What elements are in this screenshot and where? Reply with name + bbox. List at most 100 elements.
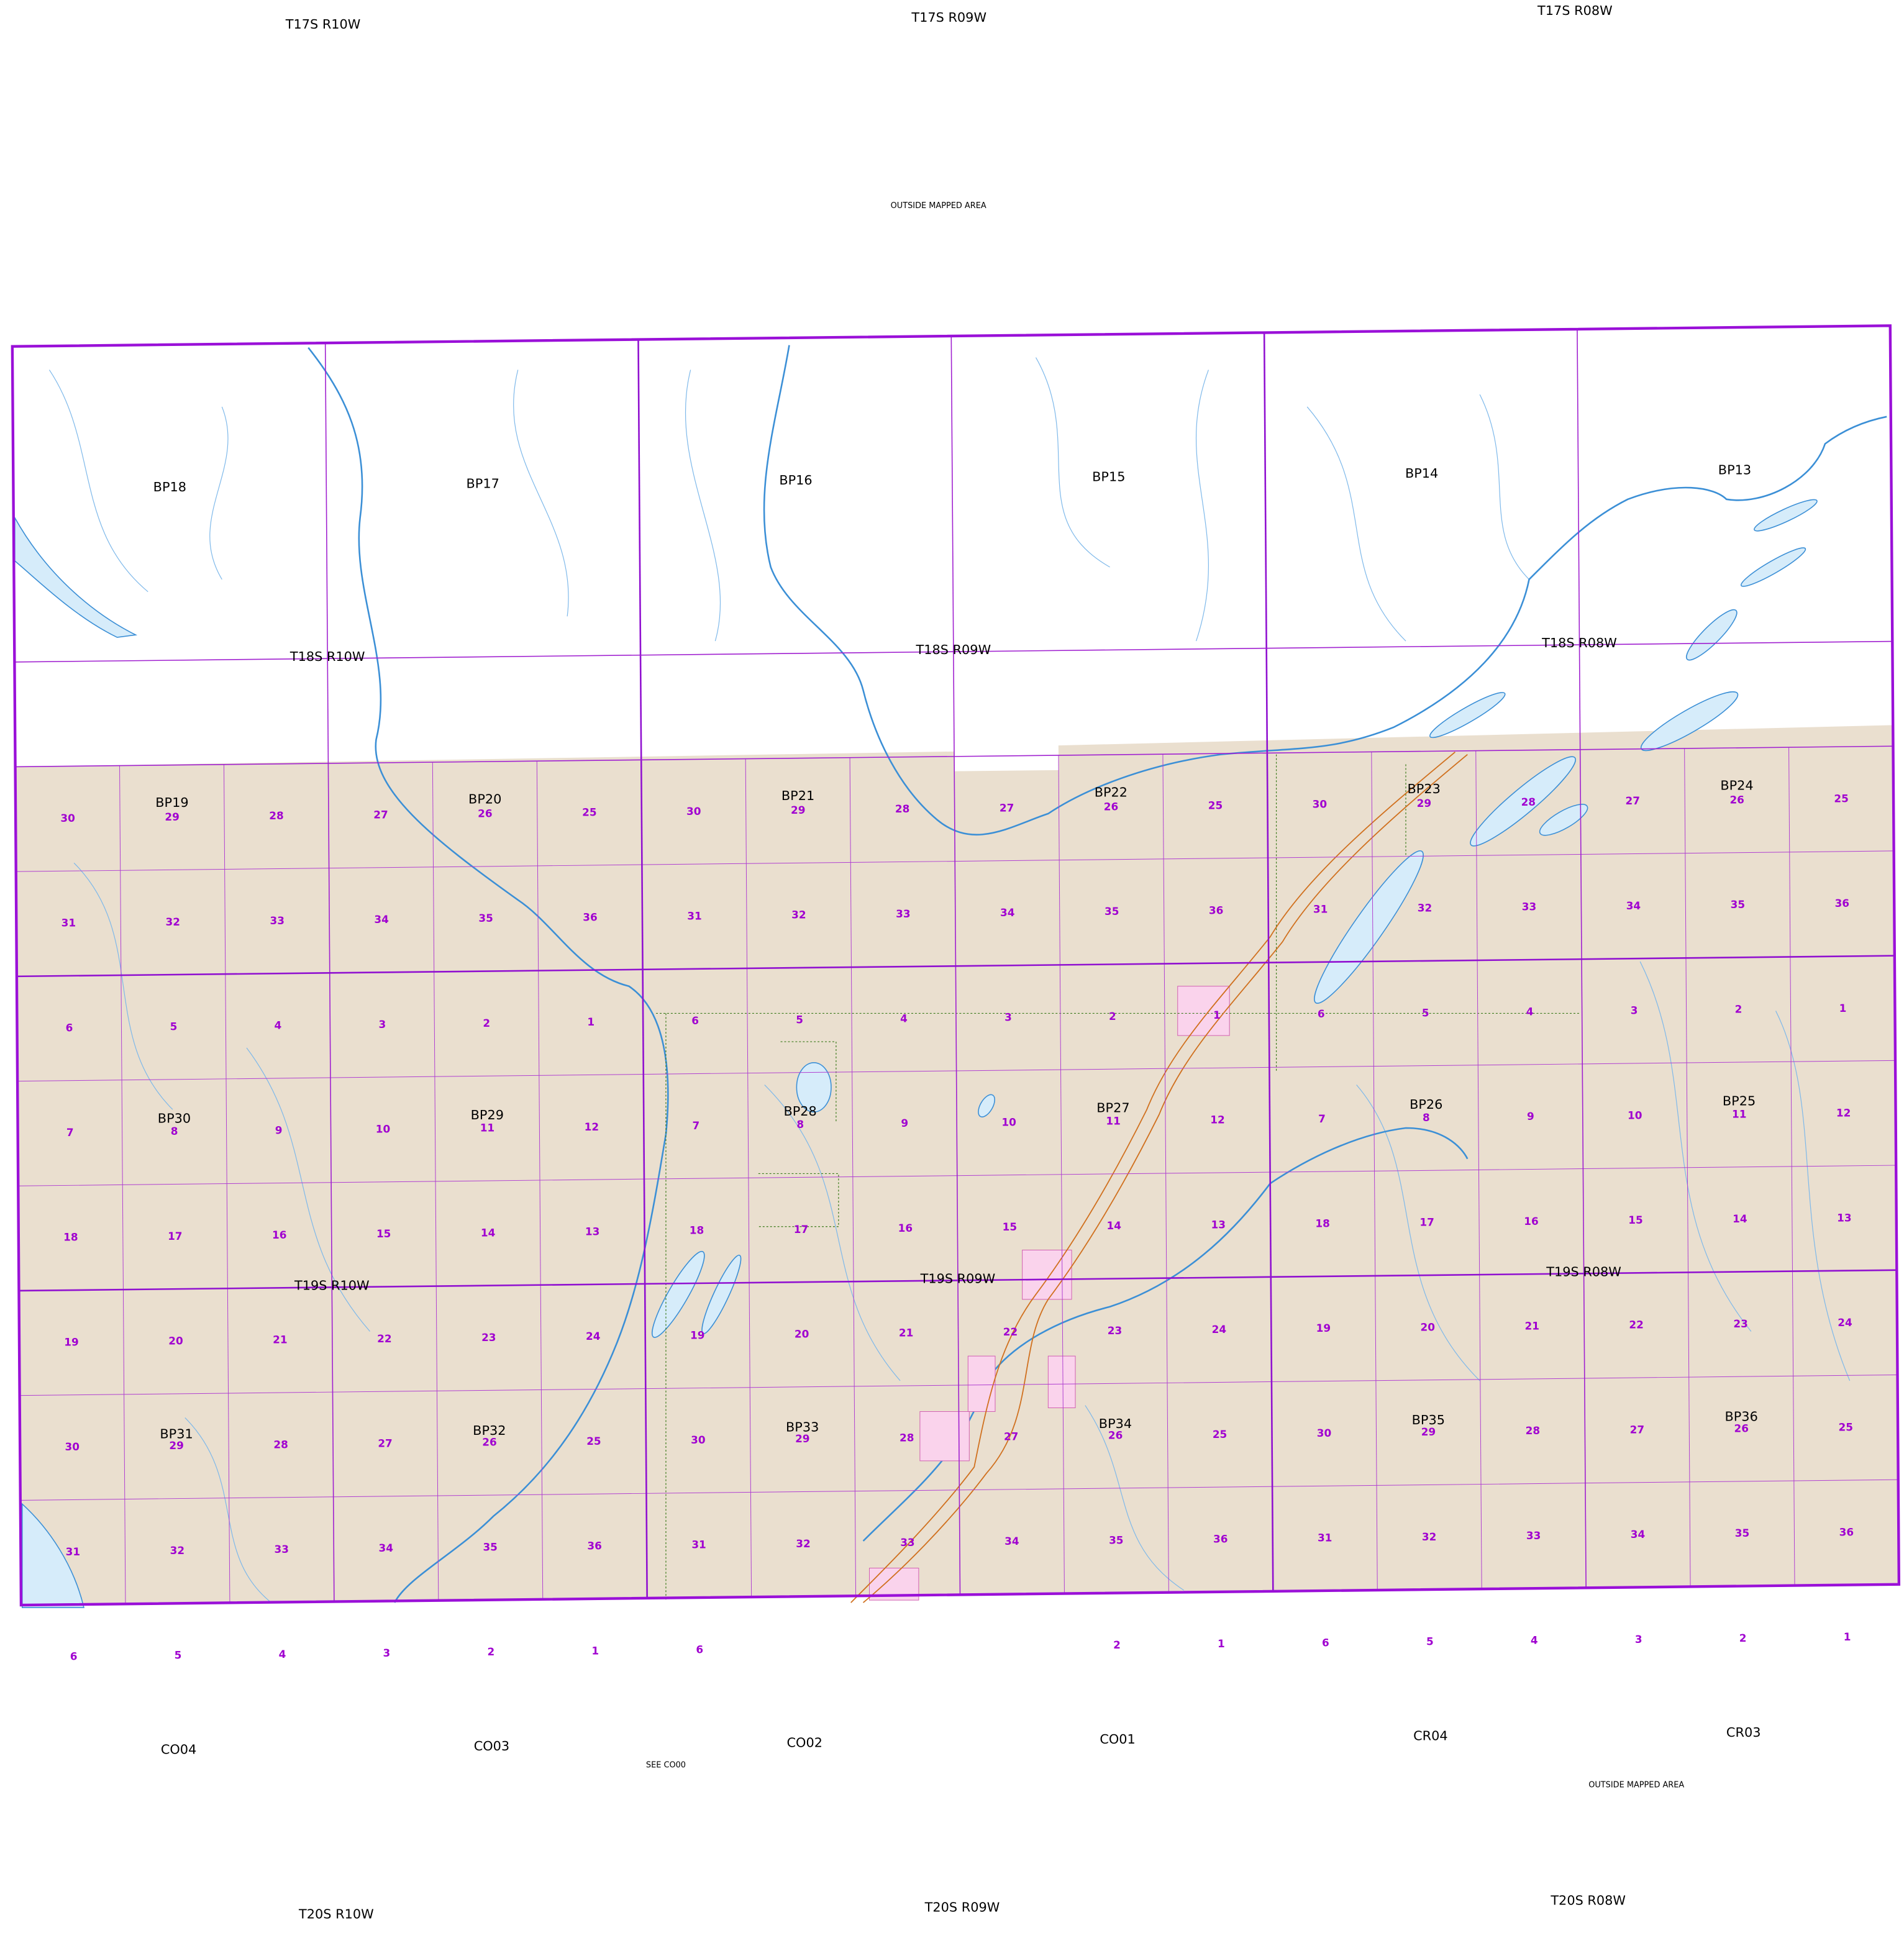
map-border: [11, 324, 1901, 1607]
section-number: 5: [796, 1013, 803, 1026]
section-number: 20: [1421, 1321, 1435, 1333]
section-number: 35: [1109, 1534, 1123, 1546]
note: SEE CO00: [646, 1761, 686, 1770]
section-number: 26: [482, 1436, 496, 1449]
sheet-label: BP18: [153, 480, 186, 494]
sheet-label: BP14: [1405, 466, 1438, 481]
section-number: 4: [275, 1019, 282, 1032]
section-number: 24: [1838, 1316, 1852, 1329]
section-number: 27: [378, 1437, 392, 1450]
section-number: 2: [487, 1645, 494, 1658]
lake: [701, 1254, 742, 1334]
section-number: 20: [795, 1327, 809, 1340]
section-number: 29: [165, 811, 179, 823]
parcel: [1177, 986, 1230, 1036]
section-number: 33: [270, 914, 284, 927]
section-number: 28: [269, 809, 283, 822]
sheet-line: [15, 745, 1893, 768]
section-number: 18: [1315, 1217, 1329, 1230]
sheet-label: BP21: [781, 788, 814, 803]
lake: [1429, 692, 1506, 739]
township-label: T20S R09W: [924, 1900, 1000, 1915]
section-number: 22: [1003, 1326, 1018, 1338]
section-number: 26: [1104, 800, 1118, 812]
section-number: 2: [1739, 1632, 1747, 1644]
river: [763, 345, 1887, 836]
section-number: 6: [1318, 1007, 1325, 1020]
note: OUTSIDE MAPPED AREA: [1588, 1780, 1684, 1790]
section-number: 5: [1426, 1635, 1434, 1647]
section-number: 29: [795, 1432, 809, 1445]
section-number: 14: [1107, 1219, 1121, 1232]
section-number: 34: [379, 1542, 393, 1554]
section-number: 31: [61, 917, 76, 929]
sheet-label: BP16: [779, 473, 812, 488]
road: [850, 751, 1455, 1603]
sheet-label: BP23: [1408, 781, 1441, 796]
sheet-label: CO04: [161, 1742, 196, 1757]
section-number: 6: [696, 1643, 703, 1655]
sheet-label: CO03: [474, 1739, 509, 1753]
lake: [1470, 756, 1577, 847]
section-number: 9: [1527, 1110, 1534, 1122]
sheet-line: [14, 640, 1893, 663]
section-number: 35: [1105, 905, 1119, 917]
roads: [850, 751, 1468, 1603]
section-number: 15: [1628, 1214, 1642, 1226]
section-number: 18: [63, 1231, 78, 1244]
section-number: 4: [1526, 1005, 1534, 1017]
section-number: 3: [383, 1647, 391, 1659]
section-number: 12: [1836, 1107, 1851, 1119]
section-number: 32: [1418, 902, 1432, 914]
section-number: 11: [1732, 1107, 1746, 1120]
section-number: 21: [899, 1327, 913, 1339]
township-label: T17S R08W: [1537, 3, 1613, 18]
sheet-label: BP20: [468, 792, 501, 807]
section-number: 22: [1629, 1319, 1643, 1331]
parcels: [656, 754, 1581, 1601]
section-number: 15: [376, 1227, 391, 1240]
section-number: 1: [591, 1644, 599, 1657]
sheet-label: CO01: [1100, 1732, 1135, 1747]
section-number: 5: [170, 1020, 178, 1032]
section-number: 3: [1635, 1633, 1642, 1645]
section-number: 32: [796, 1537, 810, 1550]
section-number: 35: [478, 912, 493, 924]
section-number: 26: [1108, 1429, 1123, 1442]
section-number: 26: [1734, 1422, 1749, 1435]
section-number: 10: [376, 1122, 390, 1135]
section-number: 3: [378, 1018, 386, 1030]
parcel: [967, 1355, 996, 1412]
section-number: 4: [279, 1648, 286, 1660]
township-label: T20S R10W: [298, 1907, 374, 1922]
section-number: 7: [1318, 1112, 1326, 1125]
section-number: 34: [374, 913, 388, 926]
section-number: 35: [483, 1540, 497, 1553]
section-number: 32: [166, 916, 180, 928]
section-number: 23: [481, 1331, 496, 1344]
section-number: 24: [586, 1330, 600, 1342]
section-number: 26: [1729, 793, 1744, 806]
section-number: 1: [1218, 1637, 1225, 1650]
sheet-label: BP30: [158, 1111, 191, 1126]
section-number: 33: [275, 1543, 289, 1555]
section-number: 33: [896, 907, 910, 920]
sheet-label: BP25: [1723, 1094, 1756, 1109]
section-number: 28: [1526, 1424, 1540, 1437]
section-number: 29: [1417, 797, 1431, 809]
section-number: 12: [1210, 1114, 1224, 1126]
section-number: 5: [1422, 1006, 1429, 1019]
section-number: 7: [692, 1119, 699, 1132]
lake: [1740, 547, 1806, 587]
parcel: [919, 1411, 970, 1462]
township-label: T18S R09W: [916, 642, 991, 657]
section-number: 36: [587, 1540, 601, 1552]
lot-lines: [656, 754, 1581, 1601]
section-number: 28: [273, 1438, 288, 1450]
section-number: 13: [1837, 1211, 1851, 1224]
section-number: 14: [1733, 1212, 1747, 1225]
note: OUTSIDE MAPPED AREA: [891, 201, 986, 211]
section-number: 33: [1522, 901, 1536, 913]
section-number: 25: [1834, 793, 1848, 805]
